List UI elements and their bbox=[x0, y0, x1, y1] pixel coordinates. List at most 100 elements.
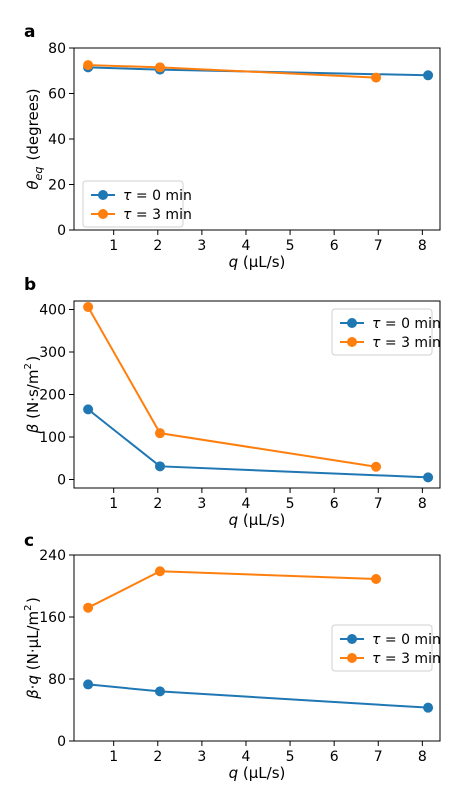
y-axis-label: β (N·s/m2 ) bbox=[23, 356, 42, 434]
legend-label: τ = 3 min bbox=[123, 207, 192, 223]
y-tick-label: 80 bbox=[48, 41, 66, 57]
data-point bbox=[154, 428, 165, 439]
series-tau-3 bbox=[83, 566, 382, 613]
data-point bbox=[83, 679, 94, 690]
data-point bbox=[423, 472, 434, 483]
legend-box bbox=[82, 180, 184, 228]
legend-swatch-marker bbox=[98, 190, 108, 200]
legend-entry: τ = 0 min bbox=[91, 188, 192, 204]
legend-label: τ = 0 min bbox=[123, 188, 192, 204]
y-tick-label: 200 bbox=[39, 388, 66, 404]
legend: τ = 0 min τ = 3 min bbox=[82, 180, 192, 228]
x-tick-label: 4 bbox=[242, 238, 251, 254]
x-tick-label: 4 bbox=[242, 749, 251, 765]
legend-swatch-marker bbox=[347, 337, 357, 347]
series-line bbox=[88, 64, 377, 79]
panel-letter: a bbox=[24, 22, 35, 42]
series-line bbox=[87, 570, 377, 609]
x-tick-label: 4 bbox=[242, 496, 251, 512]
data-point bbox=[83, 60, 94, 71]
y-tick-label: 160 bbox=[39, 610, 66, 626]
y-tick-label: 80 bbox=[48, 672, 66, 688]
y-axis-label: β·q (N·µL/m2 ) bbox=[23, 597, 42, 700]
x-axis-label: q (µL/s) bbox=[229, 253, 286, 271]
data-point bbox=[371, 461, 382, 472]
legend-box bbox=[331, 624, 433, 672]
data-point bbox=[154, 461, 165, 472]
data-point bbox=[371, 72, 382, 83]
plot-frame bbox=[73, 554, 441, 742]
x-tick-label: 6 bbox=[330, 238, 339, 254]
data-point bbox=[83, 301, 94, 312]
x-axis-label: q (µL/s) bbox=[229, 511, 286, 529]
y-tick-label: 100 bbox=[39, 430, 66, 446]
x-tick-label: 5 bbox=[286, 238, 295, 254]
x-tick-label: 8 bbox=[418, 496, 427, 512]
x-tick-label: 7 bbox=[374, 496, 383, 512]
y-axis-label: θeq (degrees) bbox=[24, 88, 45, 189]
x-axis-label: q (µL/s) bbox=[229, 764, 286, 782]
x-tick-label: 3 bbox=[197, 238, 206, 254]
y-tick-label: 0 bbox=[57, 734, 66, 750]
x-tick-label: 2 bbox=[153, 496, 162, 512]
x-tick-label: 5 bbox=[286, 496, 295, 512]
legend-entry: τ = 3 min bbox=[340, 335, 441, 351]
y-tick-label: 400 bbox=[39, 303, 66, 319]
x-tick-label: 7 bbox=[374, 749, 383, 765]
y-tick-label: 60 bbox=[48, 87, 66, 103]
legend-swatch-marker bbox=[347, 318, 357, 328]
y-tick-label: 300 bbox=[39, 345, 66, 361]
x-tick-label: 8 bbox=[418, 238, 427, 254]
legend-box bbox=[331, 308, 433, 356]
series-tau-3 bbox=[83, 60, 382, 83]
legend-label: τ = 0 min bbox=[372, 316, 441, 332]
data-point bbox=[371, 574, 382, 585]
x-tick-label: 7 bbox=[374, 238, 383, 254]
data-point bbox=[154, 566, 165, 577]
legend-entry: τ = 3 min bbox=[340, 651, 441, 667]
y-tick-label: 240 bbox=[39, 548, 66, 564]
legend-swatch-marker bbox=[347, 634, 357, 644]
y-tick-label: 0 bbox=[57, 473, 66, 489]
x-tick-label: 5 bbox=[286, 749, 295, 765]
legend: τ = 0 min τ = 3 min bbox=[331, 624, 441, 672]
panel-letter: b bbox=[24, 275, 36, 295]
x-tick-label: 6 bbox=[330, 749, 339, 765]
legend-label: τ = 3 min bbox=[372, 651, 441, 667]
series-tau-0 bbox=[83, 404, 434, 483]
series-line bbox=[88, 683, 429, 709]
legend: τ = 0 min τ = 3 min bbox=[331, 308, 441, 356]
legend-entry: τ = 3 min bbox=[91, 207, 192, 223]
panel-letter: c bbox=[24, 531, 34, 551]
panel-b: b 1 2 3 4 5 6 7 8 0 100 200 300 400 q (µL/s) β (N·s/m2 … bbox=[23, 275, 441, 529]
legend-label: τ = 3 min bbox=[372, 335, 441, 351]
x-tick-label: 6 bbox=[330, 496, 339, 512]
data-point bbox=[83, 404, 94, 415]
legend-label: τ = 0 min bbox=[372, 632, 441, 648]
x-tick-label: 8 bbox=[418, 749, 427, 765]
x-tick-label: 2 bbox=[153, 238, 162, 254]
y-tick-label: 20 bbox=[48, 178, 66, 194]
x-tick-label: 3 bbox=[197, 749, 206, 765]
y-tick-label: 40 bbox=[48, 132, 66, 148]
legend-swatch-marker bbox=[98, 209, 108, 219]
x-tick-label: 1 bbox=[109, 238, 118, 254]
x-tick-label: 1 bbox=[109, 749, 118, 765]
data-point bbox=[423, 702, 434, 713]
data-point bbox=[154, 686, 165, 697]
x-tick-label: 1 bbox=[109, 496, 118, 512]
y-tick-label: 0 bbox=[57, 223, 66, 239]
series-tau-0 bbox=[83, 679, 434, 713]
legend-entry: τ = 0 min bbox=[340, 316, 441, 332]
data-point bbox=[154, 62, 165, 73]
x-tick-label: 3 bbox=[197, 496, 206, 512]
x-tick-label: 2 bbox=[153, 749, 162, 765]
data-point bbox=[83, 602, 94, 613]
series-tau-3 bbox=[83, 301, 382, 472]
legend-entry: τ = 0 min bbox=[340, 632, 441, 648]
data-point bbox=[423, 70, 434, 81]
legend-swatch-marker bbox=[347, 653, 357, 663]
